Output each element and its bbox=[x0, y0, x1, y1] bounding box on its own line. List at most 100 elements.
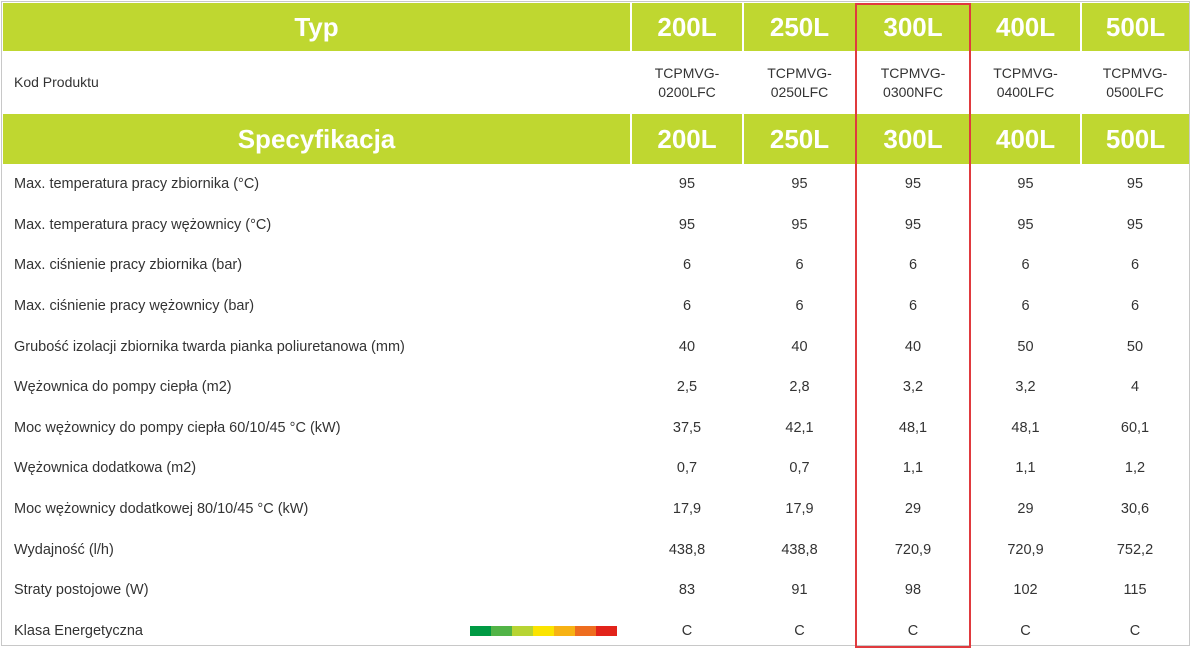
spec-value: C bbox=[907, 622, 919, 639]
spec-row: Wężownica dodatkowa (m2) 0,7 0,7 1,1 1,1 1,2 bbox=[3, 448, 1189, 489]
spec-row-label-wrap: Wydajność (l/h) bbox=[14, 542, 631, 558]
spec-value: 3,2 bbox=[902, 379, 924, 396]
spec-row-label-cell: Max. temperatura pracy wężownicy (°C) bbox=[3, 205, 631, 246]
energy-class-scale bbox=[470, 625, 617, 636]
type-header-size: 400L bbox=[970, 3, 1082, 51]
spec-row-label: Max. temperatura pracy zbiornika (°C) bbox=[14, 176, 260, 193]
spec-row-label: Klasa Energetyczna bbox=[14, 622, 143, 639]
spec-row-label-wrap: Max. temperatura pracy zbiornika (°C) bbox=[14, 176, 631, 192]
spec-value: 95 bbox=[1017, 176, 1034, 193]
spec-value: 6 bbox=[1021, 257, 1030, 274]
spec-row-label: Moc wężownicy do pompy ciepła 60/10/45 °… bbox=[14, 419, 341, 436]
energy-class-swatch bbox=[554, 625, 575, 636]
spec-value: 4 bbox=[1130, 379, 1140, 396]
spec-value: 2,5 bbox=[676, 379, 698, 396]
spec-row-label: Moc wężownicy dodatkowej 80/10/45 °C (kW… bbox=[14, 501, 309, 518]
product-code-line: 0300NFC bbox=[883, 83, 943, 100]
spec-value: 102 bbox=[1013, 582, 1038, 599]
spec-value: 17,9 bbox=[672, 501, 702, 518]
type-header-title: Typ bbox=[3, 3, 632, 51]
spec-value: C bbox=[681, 622, 693, 639]
spec-header-title: Specyfikacja bbox=[3, 114, 632, 164]
spec-value: 0,7 bbox=[789, 460, 810, 477]
spec-row-label-wrap: Klasa Energetyczna bbox=[14, 623, 631, 639]
spec-value: 115 bbox=[1123, 582, 1147, 599]
spec-value: 720,9 bbox=[894, 541, 932, 558]
spec-value: C bbox=[794, 622, 805, 639]
spec-value: 50 bbox=[1017, 338, 1034, 355]
spec-row: Max. ciśnienie pracy wężownicy (bar) 6 6 6 6… bbox=[3, 286, 1189, 327]
spec-value: 37,5 bbox=[672, 419, 702, 436]
product-code-line: TCPMVG- bbox=[1102, 64, 1168, 81]
spec-row-label: Max. ciśnienie pracy wężownicy (bar) bbox=[14, 298, 255, 315]
spec-value: 91 bbox=[791, 582, 808, 599]
spec-value: 3,2 bbox=[1015, 379, 1036, 396]
spec-value: 6 bbox=[795, 298, 804, 315]
spec-value: 95 bbox=[791, 216, 808, 233]
spec-value: 29 bbox=[904, 501, 922, 518]
spec-row-label-wrap: Max. ciśnienie pracy zbiornika (bar) bbox=[14, 257, 631, 273]
product-code-line: 0200LFC bbox=[658, 83, 716, 100]
spec-value: 95 bbox=[904, 176, 922, 193]
energy-class-swatch bbox=[596, 625, 617, 636]
spec-value: 95 bbox=[1126, 216, 1144, 233]
spec-row: Max. temperatura pracy wężownicy (°C) 95 9… bbox=[3, 205, 1189, 246]
product-code-line: TCPMVG- bbox=[880, 64, 946, 81]
spec-row-label-wrap: Straty postojowe (W) bbox=[14, 582, 631, 598]
spec-value: 29 bbox=[1017, 501, 1034, 518]
spec-row: Max. ciśnienie pracy zbiornika (bar) 6 6 6 6… bbox=[3, 245, 1189, 286]
spec-value: 6 bbox=[908, 257, 918, 274]
spec-row-label: Wydajność (l/h) bbox=[14, 541, 114, 558]
spec-header-size: 300L bbox=[856, 114, 971, 164]
spec-value: 6 bbox=[908, 298, 918, 315]
spec-row: Klasa Energetyczna C C C C C bbox=[3, 611, 1189, 651]
spec-value: 40 bbox=[678, 338, 696, 355]
spec-value: 6 bbox=[795, 257, 804, 274]
spec-row-label-cell: Wężownica dodatkowa (m2) bbox=[3, 448, 631, 489]
spec-row: Wydajność (l/h) 438,8 438,8 720,9 720,9 752,2 bbox=[3, 529, 1189, 570]
product-code-line: 0250LFC bbox=[770, 83, 829, 100]
product-code-cell: TCPMVG- 0200LFC bbox=[631, 51, 743, 114]
spec-value: 95 bbox=[678, 176, 696, 193]
spec-value: 6 bbox=[1021, 298, 1030, 315]
spec-row: Wężownica do pompy ciepła (m2) 2,5 2,8 3,2 3… bbox=[3, 367, 1189, 408]
product-code-cell: TCPMVG- 0400LFC bbox=[970, 51, 1081, 114]
product-code-label: Kod Produktu bbox=[14, 74, 99, 90]
spec-value: 1,1 bbox=[902, 460, 924, 477]
spec-value: 30,6 bbox=[1120, 501, 1150, 518]
spec-value: 0,7 bbox=[676, 460, 698, 477]
spec-row-label-cell: Moc wężownicy do pompy ciepła 60/10/45 °… bbox=[3, 408, 631, 449]
energy-class-swatch bbox=[470, 625, 491, 636]
product-code-cell: TCPMVG- 0250LFC bbox=[743, 51, 856, 114]
spec-row-label: Grubość izolacji zbiornika twarda pianka… bbox=[14, 338, 405, 355]
spec-value: 95 bbox=[1017, 216, 1034, 233]
product-code-line: 0500LFC bbox=[1106, 83, 1164, 100]
spec-header-row: Specyfikacja 200L 250L 300L 400L 500L bbox=[3, 114, 1189, 164]
spec-row: Grubość izolacji zbiornika twarda pianka… bbox=[3, 326, 1189, 367]
spec-value: 752,2 bbox=[1116, 541, 1154, 558]
spec-row-label-cell: Max. ciśnienie pracy zbiornika (bar) bbox=[3, 245, 631, 286]
type-header-size: 200L bbox=[631, 3, 744, 51]
spec-row-label-wrap: Moc wężownicy do pompy ciepła 60/10/45 °… bbox=[14, 420, 631, 436]
spec-value: 83 bbox=[678, 582, 696, 599]
energy-class-swatch bbox=[512, 625, 533, 636]
spec-value: 98 bbox=[904, 582, 922, 599]
spec-value: 48,1 bbox=[898, 419, 928, 436]
spec-row-label: Wężownica dodatkowa (m2) bbox=[14, 460, 197, 477]
spec-row-label: Wężownica do pompy ciepła (m2) bbox=[14, 379, 232, 396]
spec-row-label-wrap: Wężownica dodatkowa (m2) bbox=[14, 460, 631, 476]
spec-header-size: 400L bbox=[970, 114, 1082, 164]
spec-header-size: 250L bbox=[743, 114, 857, 164]
product-code-line: TCPMVG- bbox=[767, 64, 832, 81]
spec-value: 60,1 bbox=[1120, 419, 1150, 436]
product-code-cell: TCPMVG- 0300NFC bbox=[856, 51, 970, 114]
product-code-line: TCPMVG- bbox=[993, 64, 1058, 81]
spec-value: 42,1 bbox=[785, 419, 814, 436]
spec-row-label-cell: Klasa Energetyczna bbox=[3, 611, 631, 651]
spec-row: Moc wężownicy dodatkowej 80/10/45 °C (kW… bbox=[3, 489, 1189, 530]
spec-row: Moc wężownicy do pompy ciepła 60/10/45 °… bbox=[3, 408, 1189, 449]
spec-value: 6 bbox=[1130, 257, 1140, 274]
spec-row-label-wrap: Grubość izolacji zbiornika twarda pianka… bbox=[14, 339, 631, 355]
spec-row-label-wrap: Max. temperatura pracy wężownicy (°C) bbox=[14, 217, 631, 233]
